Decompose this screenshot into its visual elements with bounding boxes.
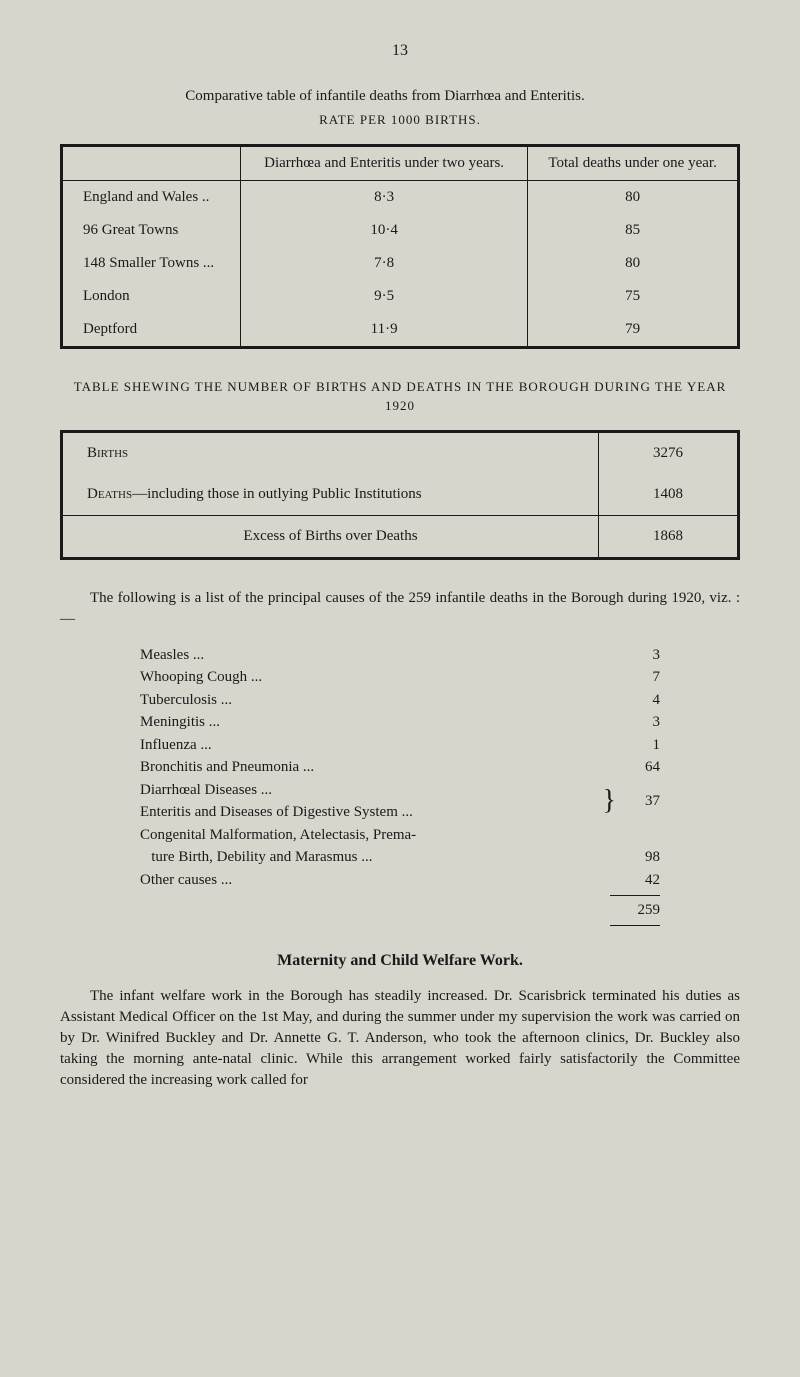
page-number: 13 — [60, 40, 740, 62]
table1-header-diarrhoea: Diarrhœa and Enteritis under two years. — [241, 145, 528, 180]
list-item: Bronchitis and Pneumonia 64 — [140, 756, 660, 779]
table1-row-label: England and Wales .. — [62, 180, 241, 214]
intro-paragraph: The following is a list of the principal… — [60, 588, 740, 630]
section-heading: Maternity and Child Welfare Work. — [60, 950, 740, 972]
table1-row-c1: 10·4 — [241, 214, 528, 247]
causes-list: Measles 3 Whooping Cough 7 Tuberculosis … — [140, 644, 660, 927]
table1-row-c1: 11·9 — [241, 313, 528, 348]
table1-row-c2: 79 — [528, 313, 739, 348]
table1-header-deaths: Total deaths under one year. — [528, 145, 739, 180]
table1-row-c2: 85 — [528, 214, 739, 247]
table2-excess-value: 1868 — [599, 515, 739, 558]
list-item: Whooping Cough 7 — [140, 666, 660, 689]
table1-row-label: London — [62, 280, 241, 313]
table1-row-c1: 9·5 — [241, 280, 528, 313]
table2-label: Births — [62, 431, 599, 474]
cause-label: Tuberculosis — [140, 689, 620, 712]
cause-value: 3 — [620, 711, 660, 734]
table1-sub: RATE PER 1000 BIRTHS. — [60, 111, 740, 129]
table-row: London 9·5 75 — [62, 280, 739, 313]
cause-value: 42 — [620, 869, 660, 892]
table2-label: Deaths—including those in outlying Publi… — [62, 474, 599, 516]
table1-row-c1: 7·8 — [241, 247, 528, 280]
table2-caption: TABLE SHEWING THE NUMBER OF BIRTHS AND D… — [60, 377, 740, 416]
table1-row-label: 148 Smaller Towns ... — [62, 247, 241, 280]
comparative-table: Diarrhœa and Enteritis under two years. … — [60, 144, 740, 349]
cause-value: 37 — [620, 791, 660, 812]
table1-row-c2: 80 — [528, 247, 739, 280]
list-item: Influenza 1 — [140, 734, 660, 757]
cause-value: 64 — [620, 756, 660, 779]
list-item: Congenital Malformation, Atelectasis, Pr… — [140, 824, 660, 847]
cause-value: 1 — [620, 734, 660, 757]
cause-value: 98 — [620, 846, 660, 869]
table-row: Deaths—including those in outlying Publi… — [62, 474, 739, 516]
table1-row-c1: 8·3 — [241, 180, 528, 214]
table2-value: 1408 — [599, 474, 739, 516]
total-rule — [610, 895, 660, 896]
total-rule — [610, 925, 660, 926]
table1-header-blank — [62, 145, 241, 180]
table1-row-label: Deptford — [62, 313, 241, 348]
table1-row-c2: 80 — [528, 180, 739, 214]
list-item: Other causes 42 — [140, 869, 660, 892]
total-value: 259 — [620, 900, 660, 921]
table1-intro: Comparative table of infantile deaths fr… — [60, 86, 740, 107]
cause-label: Influenza — [140, 734, 620, 757]
braced-causes: Diarrhœal Diseases Enteritis and Disease… — [140, 779, 660, 824]
deaths-label-prefix: Deaths — [87, 486, 132, 502]
list-item: Meningitis 3 — [140, 711, 660, 734]
cause-label: Enteritis and Diseases of Digestive Syst… — [140, 801, 599, 824]
table2-excess-label: Excess of Births over Deaths — [62, 515, 599, 558]
list-item: Measles 3 — [140, 644, 660, 667]
cause-label: Other causes — [140, 869, 620, 892]
total-row: 259 — [140, 900, 660, 921]
cause-label: Diarrhœal Diseases — [140, 779, 599, 802]
table1-row-label: 96 Great Towns — [62, 214, 241, 247]
births-deaths-table: Births 3276 Deaths—including those in ou… — [60, 430, 740, 560]
cause-value: 7 — [620, 666, 660, 689]
births-label: Births — [87, 445, 128, 461]
table-row: England and Wales .. 8·3 80 — [62, 180, 739, 214]
table-row: Births 3276 — [62, 431, 739, 474]
cause-label: Bronchitis and Pneumonia — [140, 756, 620, 779]
table-row: 148 Smaller Towns ... 7·8 80 — [62, 247, 739, 280]
cause-label: Whooping Cough — [140, 666, 620, 689]
body-paragraph: The infant welfare work in the Borough h… — [60, 986, 740, 1091]
table-row: Deptford 11·9 79 — [62, 313, 739, 348]
table-row: Excess of Births over Deaths 1868 — [62, 515, 739, 558]
table-row: 96 Great Towns 10·4 85 — [62, 214, 739, 247]
cause-label: ture Birth, Debility and Marasmus — [140, 846, 620, 869]
cause-label: Meningitis — [140, 711, 620, 734]
list-item: ture Birth, Debility and Marasmus 98 — [140, 846, 660, 869]
cause-value: 3 — [620, 644, 660, 667]
brace-icon: } — [599, 787, 620, 815]
deaths-label-rest: —including those in outlying Public Inst… — [132, 486, 422, 502]
cause-label: Measles — [140, 644, 620, 667]
table1-row-c2: 75 — [528, 280, 739, 313]
list-item: Tuberculosis 4 — [140, 689, 660, 712]
cause-label: Congenital Malformation, Atelectasis, Pr… — [140, 824, 620, 847]
cause-value: 4 — [620, 689, 660, 712]
table2-value: 3276 — [599, 431, 739, 474]
